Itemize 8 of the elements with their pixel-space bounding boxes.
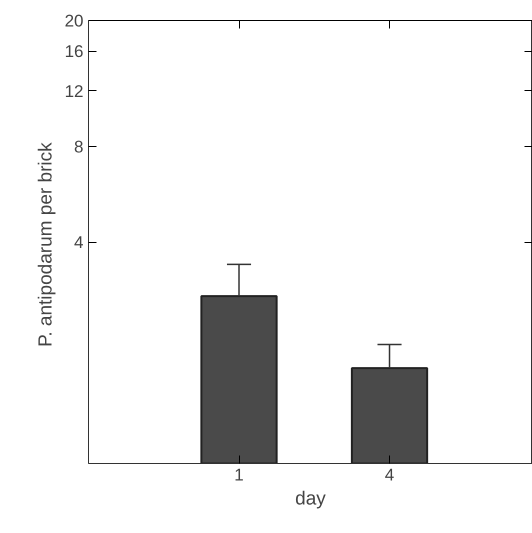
y-tick-label: 16 — [64, 42, 84, 62]
x-tick-label: 1 — [234, 466, 244, 484]
y-tick-label: 20 — [64, 12, 84, 30]
y-tick-label: 4 — [74, 233, 84, 252]
y-tick-label: 12 — [64, 82, 84, 101]
y-tick-label: 8 — [74, 138, 84, 157]
x-axis-title: day — [295, 488, 326, 510]
y-axis-title: P. antipodarum per brick — [36, 142, 57, 347]
